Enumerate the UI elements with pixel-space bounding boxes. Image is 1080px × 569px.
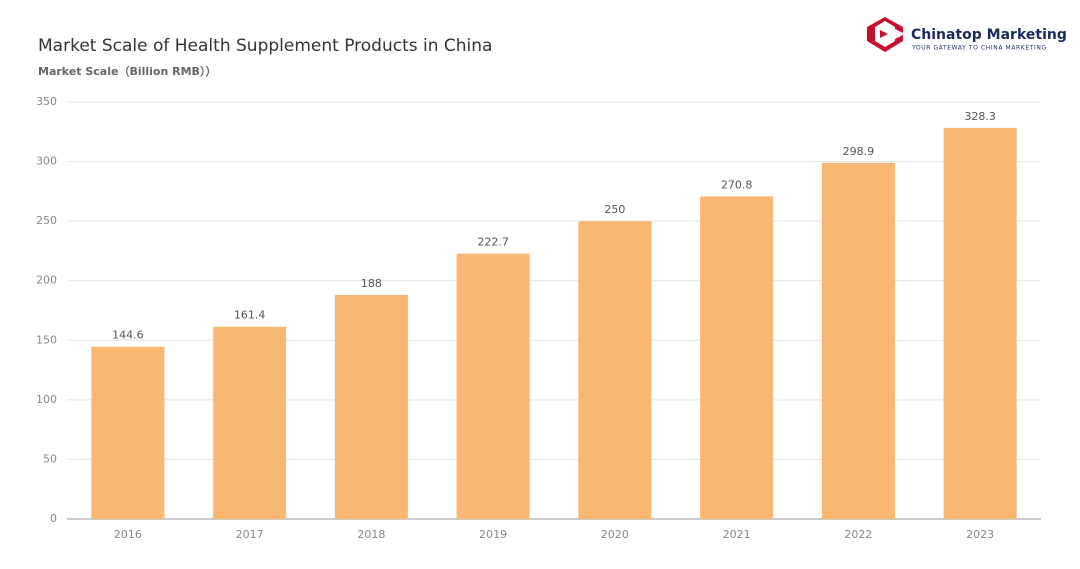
chart-subtitle: Market Scale（Billion RMB））: [38, 65, 216, 78]
y-tick-label: 50: [43, 452, 57, 465]
y-tick-label: 100: [36, 393, 57, 406]
bar: [578, 221, 652, 519]
x-tick-label: 2020: [601, 528, 629, 541]
logo-name: Chinatop Marketing: [911, 27, 1067, 43]
y-tick-label: 200: [36, 274, 57, 287]
value-label: 188: [361, 277, 382, 290]
bar: [700, 196, 774, 519]
logo-shape: [880, 30, 888, 38]
y-tick-label: 250: [36, 214, 57, 227]
value-label: 161.4: [234, 309, 266, 322]
value-label: 250: [604, 203, 625, 216]
value-label: 298.9: [843, 145, 875, 158]
x-tick-label: 2017: [236, 528, 264, 541]
x-tick-label: 2018: [357, 528, 385, 541]
value-label: 270.8: [721, 178, 753, 191]
bar: [943, 127, 1017, 519]
bar: [213, 326, 287, 519]
y-tick-label: 150: [36, 333, 57, 346]
value-label: 222.7: [477, 236, 509, 249]
value-label: 328.3: [964, 110, 996, 123]
bar: [456, 253, 530, 519]
chart-title: Market Scale of Health Supplement Produc…: [38, 36, 492, 56]
x-tick-label: 2022: [844, 528, 872, 541]
logo-tagline: YOUR GATEWAY TO CHINA MARKETING: [911, 45, 1047, 52]
x-tick-label: 2021: [723, 528, 751, 541]
y-tick-label: 0: [50, 512, 57, 525]
x-tick-label: 2023: [966, 528, 994, 541]
y-tick-label: 300: [36, 155, 57, 168]
logo-icon: [867, 17, 903, 52]
value-label: 144.6: [112, 329, 144, 342]
bar: [334, 295, 408, 519]
bar: [821, 162, 895, 519]
x-tick-label: 2019: [479, 528, 507, 541]
y-tick-label: 350: [36, 95, 57, 108]
x-tick-label: 2016: [114, 528, 142, 541]
bar: [91, 346, 165, 519]
logo-shape: [867, 17, 903, 52]
